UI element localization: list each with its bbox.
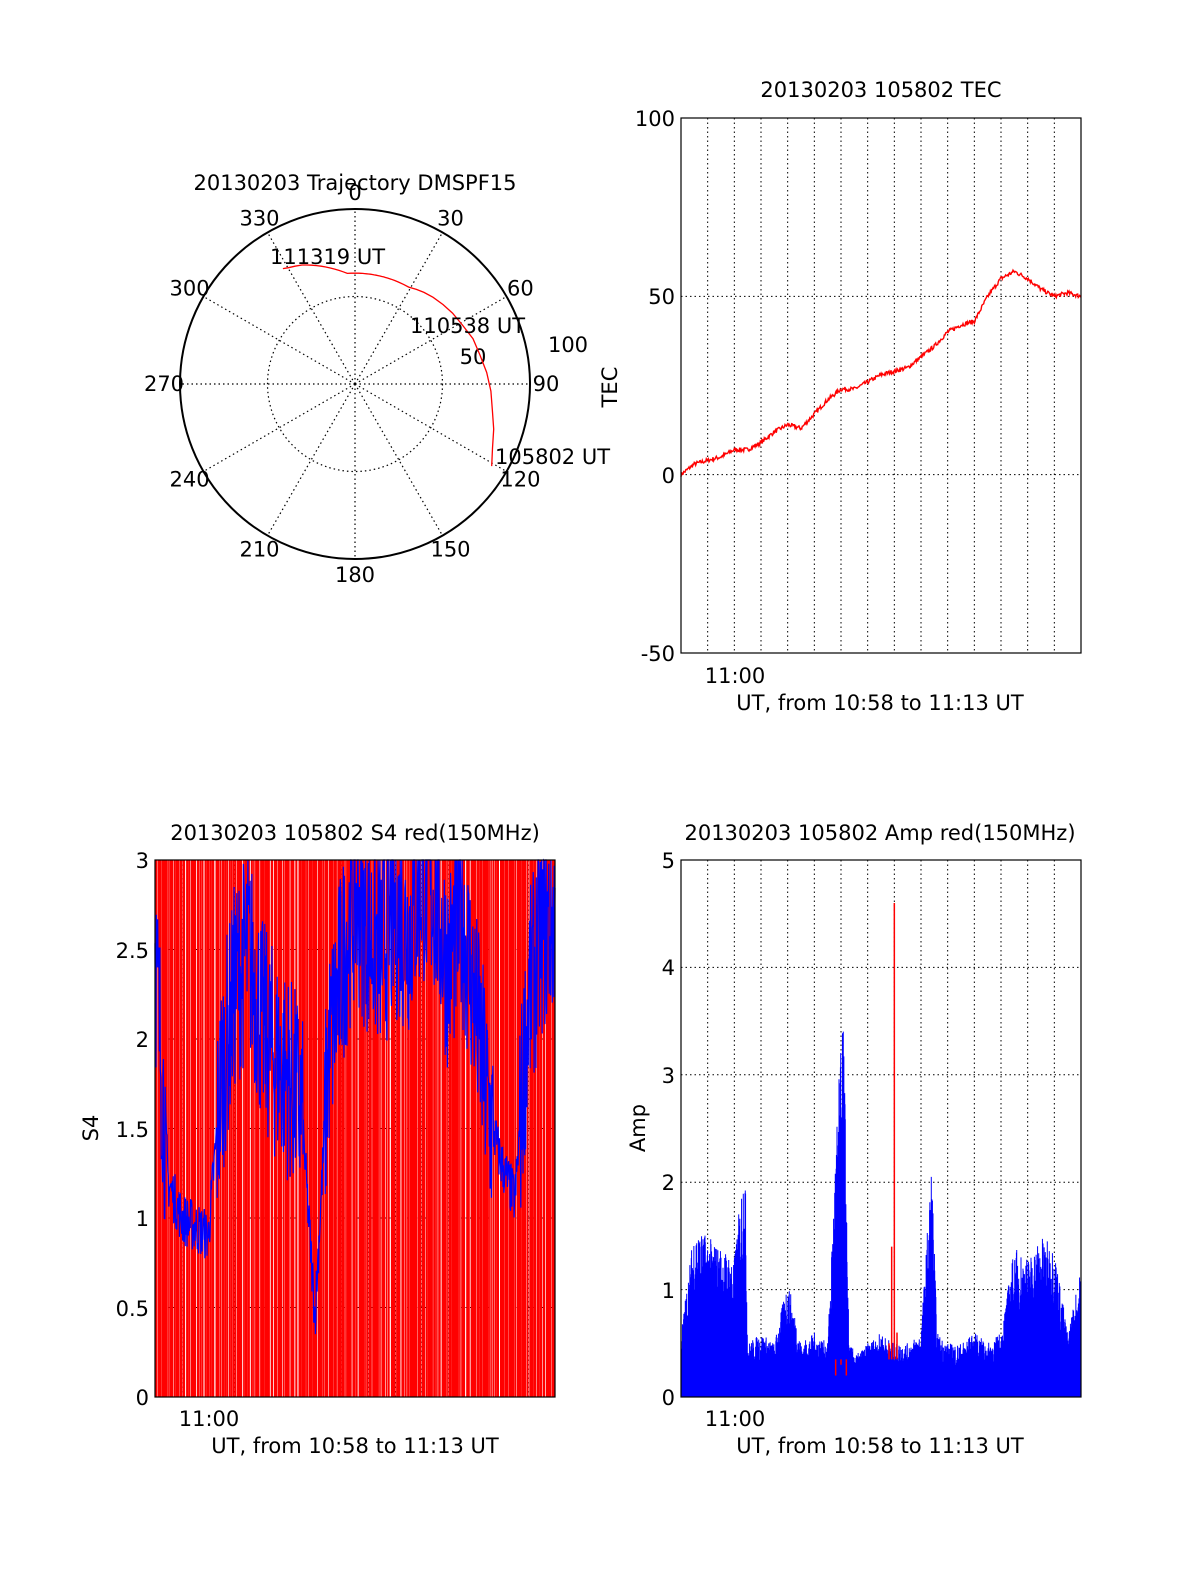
polar-outer-circle (179, 208, 531, 560)
amp-ytick-5: 5 (662, 849, 675, 873)
s4-axes-box (154, 859, 556, 1398)
s4-ytick-0.5: 0.5 (116, 1297, 149, 1321)
tec-chart: 20130203 105802 TEC TEC UT, from 10:58 t… (598, 78, 1082, 715)
polar-title: 20130203 Trajectory DMSPF15 (193, 171, 516, 195)
tec-axes-box (680, 117, 1082, 654)
polar-angle-label: 330 (239, 207, 279, 231)
s4-ylabel: S4 (79, 1115, 103, 1142)
polar-inner-circle (266, 295, 444, 473)
amp-ylabel: Amp (626, 1104, 650, 1152)
polar-angle-labels: 0 30 60 90 120 150 180 210 240 270 300 330 (144, 181, 559, 587)
polar-angle-label: 90 (533, 372, 560, 396)
s4-ytick-1.5: 1.5 (116, 1118, 149, 1142)
annotation-110538: 110538 UT (410, 314, 525, 338)
s4-chart: 20130203 105802 S4 red(150MHz) S4 UT, fr… (79, 821, 556, 1458)
polar-track (282, 264, 495, 467)
amp-ytick-3: 3 (662, 1064, 675, 1088)
polar-angle-label: 240 (170, 468, 210, 492)
amp-ytick-2: 2 (662, 1171, 675, 1195)
tec-xtick-1100: 11:00 (705, 664, 766, 688)
polar-angle-label: 150 (430, 537, 470, 561)
tec-series-line (680, 268, 1082, 477)
s4-ytick-2: 2 (136, 1028, 149, 1052)
s4-title: 20130203 105802 S4 red(150MHz) (170, 821, 540, 845)
polar-radial-label: 100 (548, 333, 588, 357)
tec-ylabel: TEC (598, 367, 622, 409)
polar-angle-label: 180 (335, 563, 375, 587)
polar-angle-label: 60 (507, 277, 534, 301)
tec-title: 20130203 105802 TEC (760, 78, 1001, 102)
s4-ytick-2.5: 2.5 (116, 939, 149, 963)
polar-spoke-240 (203, 383, 356, 473)
s4-xlabel: UT, from 10:58 to 11:13 UT (211, 1434, 499, 1458)
amp-title: 20130203 105802 Amp red(150MHz) (684, 821, 1075, 845)
amp-ytick-1: 1 (662, 1279, 675, 1303)
polar-angle-label: 30 (437, 207, 464, 231)
amp-blue-series (680, 1031, 1082, 1397)
tec-ytick-minus50: -50 (641, 642, 675, 666)
polar-trajectory-chart: 20130203 Trajectory DMSPF15 0 30 60 90 120 15… (144, 171, 610, 587)
polar-angle-label: 300 (170, 277, 210, 301)
tec-plot-area (680, 117, 1082, 654)
tec-xlabel: UT, from 10:58 to 11:13 UT (736, 691, 1024, 715)
polar-grid (179, 208, 531, 560)
polar-angle-label: 210 (239, 537, 279, 561)
s4-xtick-1100: 11:00 (179, 1407, 240, 1431)
s4-ytick-0: 0 (136, 1386, 149, 1410)
polar-angle-label: 0 (348, 181, 361, 205)
polar-spoke-60 (354, 295, 507, 385)
amp-chart: 20130203 105802 Amp red(150MHz) Amp UT, … (626, 821, 1082, 1458)
s4-ytick-3: 3 (136, 849, 149, 873)
s4-ytick-1: 1 (136, 1207, 149, 1231)
amp-axes-box (680, 859, 1082, 1398)
annotation-105802: 105802 UT (495, 445, 610, 469)
annotation-111319: 111319 UT (270, 245, 385, 269)
amp-plot-area (680, 859, 1082, 1398)
amp-ytick-4: 4 (662, 956, 675, 980)
tec-ytick-0: 0 (662, 464, 675, 488)
s4-plot-area (154, 858, 556, 1398)
polar-radial-label: 50 (460, 345, 487, 369)
tec-ytick-50: 50 (648, 285, 675, 309)
amp-xlabel: UT, from 10:58 to 11:13 UT (736, 1434, 1024, 1458)
amp-xtick-1100: 11:00 (705, 1407, 766, 1431)
amp-ytick-0: 0 (662, 1386, 675, 1410)
polar-spoke-210 (266, 383, 356, 536)
polar-radial-labels: 50 100 (460, 333, 588, 369)
polar-angle-label: 270 (144, 372, 184, 396)
polar-angle-label: 120 (500, 468, 540, 492)
trajectory-line (282, 264, 495, 467)
tec-ytick-100: 100 (635, 107, 675, 131)
